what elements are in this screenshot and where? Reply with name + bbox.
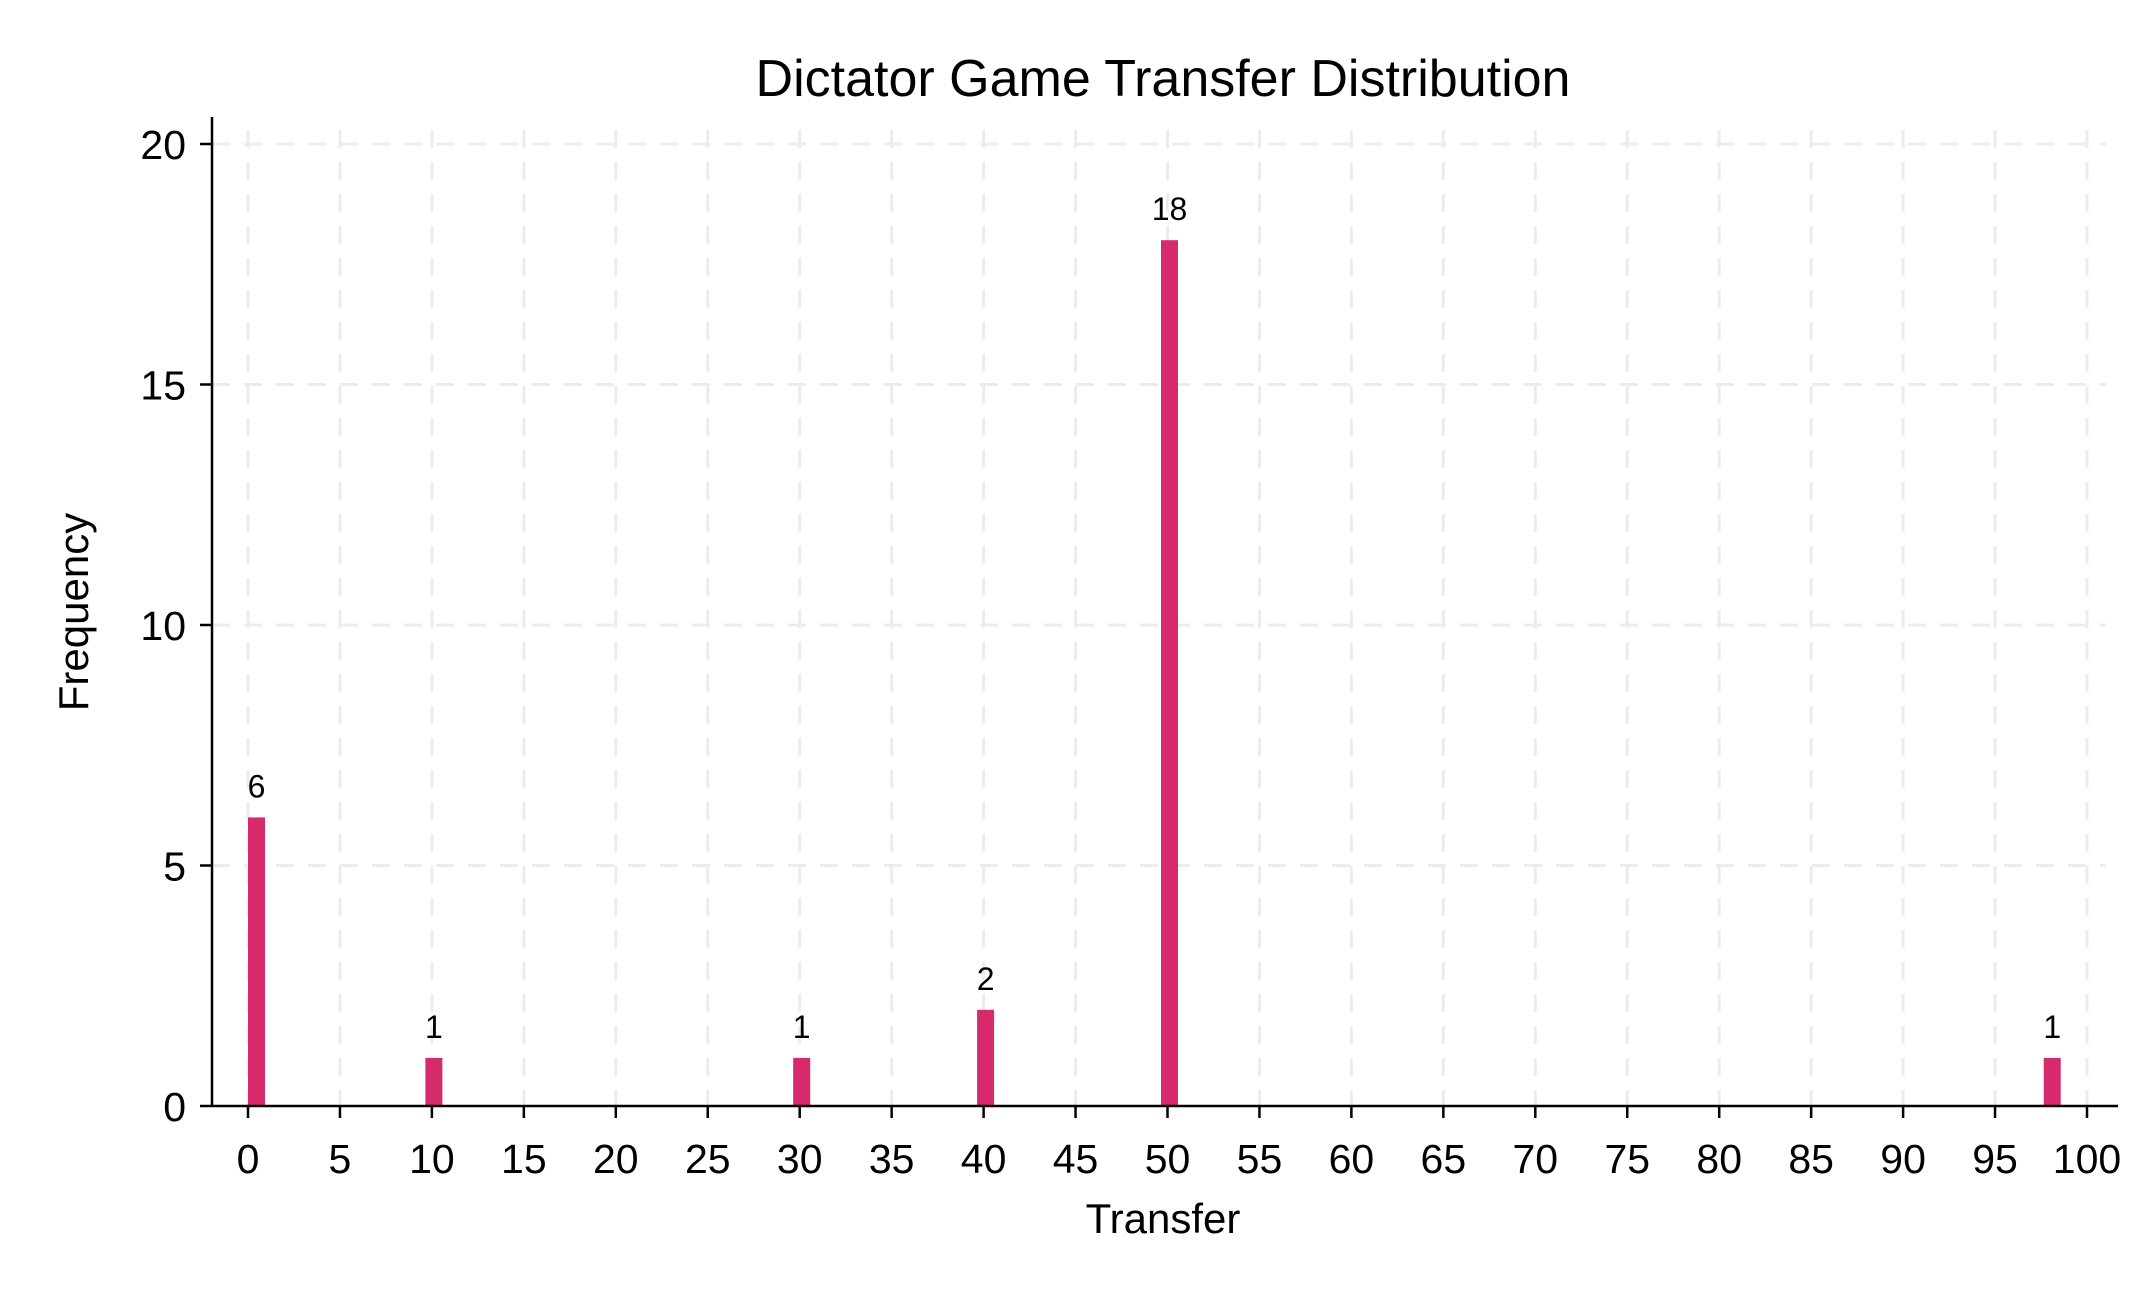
x-tick-label: 85	[1788, 1136, 1834, 1182]
bar-value-label: 6	[248, 768, 266, 804]
grid-layer	[212, 130, 2106, 1106]
x-tick-label: 25	[685, 1136, 731, 1182]
x-axis-title: Transfer	[1086, 1195, 1241, 1242]
x-tick-label: 5	[329, 1136, 352, 1182]
histogram-bar	[1161, 240, 1178, 1106]
x-tick-label: 40	[961, 1136, 1007, 1182]
x-tick-label: 90	[1880, 1136, 1926, 1182]
bar-value-label: 2	[977, 961, 995, 997]
x-tick-label: 75	[1604, 1136, 1650, 1182]
bar-value-label: 1	[425, 1009, 443, 1045]
x-tick-label: 10	[409, 1136, 455, 1182]
chart-title: Dictator Game Transfer Distribution	[756, 50, 1571, 108]
histogram-bar	[425, 1057, 443, 1106]
x-tick-label: 50	[1145, 1136, 1191, 1182]
histogram-bar	[2043, 1057, 2061, 1106]
histogram-bar	[977, 1009, 995, 1106]
x-tick-label: 95	[1972, 1136, 2018, 1182]
x-tick-label: 30	[777, 1136, 823, 1182]
x-tick-label: 0	[237, 1136, 260, 1182]
x-tick-label: 35	[869, 1136, 915, 1182]
histogram-bar	[793, 1057, 811, 1106]
y-axis-title: Frequency	[50, 513, 97, 711]
bar-layer	[248, 240, 2061, 1106]
y-tick-label: 0	[163, 1084, 186, 1130]
tick-layer: 0 5 10 15 20 25 30 35 40 45 50 55 60 65 70 75 80 85 90 95 10…	[140, 122, 2121, 1182]
bar-value-label: 1	[793, 1009, 811, 1045]
y-tick-label: 5	[163, 844, 186, 890]
y-tick-label: 10	[140, 603, 186, 649]
bar-value-label: 18	[1152, 191, 1188, 227]
x-tick-label: 100	[2053, 1136, 2121, 1182]
x-tick-label: 45	[1053, 1136, 1099, 1182]
y-tick-label: 20	[140, 122, 186, 168]
histogram-bar	[248, 817, 265, 1106]
x-tick-label: 80	[1696, 1136, 1742, 1182]
axis-layer	[210, 117, 2118, 1108]
x-tick-label: 15	[501, 1136, 547, 1182]
x-tick-label: 70	[1512, 1136, 1558, 1182]
bar-value-label: 1	[2043, 1009, 2061, 1045]
x-tick-label: 65	[1421, 1136, 1467, 1182]
x-tick-label: 55	[1237, 1136, 1283, 1182]
data-label-layer: 6 1 1 2 18 1	[248, 191, 2062, 1045]
x-tick-label: 20	[593, 1136, 639, 1182]
y-tick-label: 15	[140, 363, 186, 409]
x-tick-label: 60	[1329, 1136, 1375, 1182]
